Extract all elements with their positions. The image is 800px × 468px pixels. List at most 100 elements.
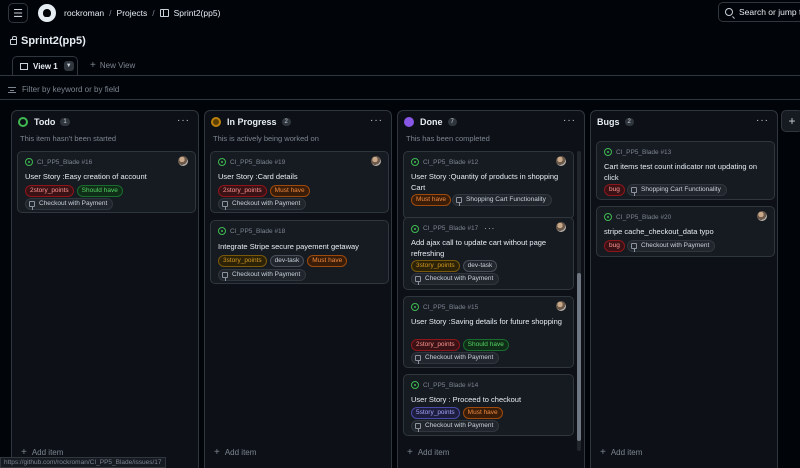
avatar[interactable]: [556, 301, 566, 311]
milestone-badge[interactable]: Checkout with Payment: [627, 240, 716, 252]
column-count: 2: [624, 118, 634, 126]
label-badge[interactable]: Should have: [76, 185, 123, 197]
card-labels: 3story_points dev-task Must have: [218, 255, 348, 267]
add-item-label: Add item: [417, 448, 450, 457]
card-labels: 2story_points Should have: [25, 185, 123, 197]
avatar[interactable]: [757, 211, 767, 221]
card-title[interactable]: User Story :Quantity of products in shop…: [411, 172, 559, 192]
column-title: Done: [420, 117, 443, 127]
label-badge[interactable]: dev-task: [462, 260, 498, 272]
card-title[interactable]: User Story :Card details: [218, 172, 298, 181]
menu-icon[interactable]: ☰: [8, 3, 28, 23]
label-badge[interactable]: 2story_points: [411, 339, 460, 351]
card-id[interactable]: CI_PP5_Blade #12: [411, 158, 478, 166]
card-id[interactable]: CI_PP5_Blade #17 ···: [411, 224, 495, 233]
issue-card[interactable]: CI_PP5_Blade #13 Cart items test count i…: [596, 141, 775, 200]
project-title: Sprint2(pp5): [21, 35, 86, 47]
milestone-badge[interactable]: Checkout with Payment: [25, 198, 114, 210]
scrollbar-thumb[interactable]: [577, 273, 581, 441]
column-count: 1: [60, 118, 70, 126]
label-badge[interactable]: Must have: [269, 185, 310, 197]
breadcrumb: rockroman / Projects / Sprint2(pp5): [64, 8, 220, 18]
card-id[interactable]: CI_PP5_Blade #15: [411, 303, 478, 311]
label-badge[interactable]: 5story_points: [411, 407, 460, 419]
breadcrumb-project[interactable]: Sprint2(pp5): [173, 8, 221, 18]
search-input[interactable]: Search or jump to: [718, 2, 800, 22]
add-item-button[interactable]: + Add item: [21, 447, 63, 458]
label-badge[interactable]: Must have: [462, 407, 503, 419]
avatar[interactable]: [556, 222, 566, 232]
issue-card[interactable]: CI_PP5_Blade #12 User Story :Quantity of…: [403, 151, 574, 219]
add-column-button[interactable]: +: [781, 110, 800, 132]
column-menu-icon[interactable]: ···: [563, 115, 576, 126]
card-id[interactable]: CI_PP5_Blade #20: [604, 213, 671, 221]
issue-open-icon: [411, 158, 419, 166]
label-badge[interactable]: 2story_points: [25, 185, 74, 197]
chevron-down-icon[interactable]: ▼: [63, 61, 74, 71]
plus-icon: +: [407, 447, 413, 458]
label-badge[interactable]: 2story_points: [218, 185, 267, 197]
label-badge[interactable]: Must have: [307, 255, 348, 267]
avatar[interactable]: [556, 156, 566, 166]
milestone-badge[interactable]: Checkout with Payment: [218, 198, 307, 210]
add-item-button[interactable]: + Add item: [407, 447, 449, 458]
milestone-badge[interactable]: Checkout with Payment: [218, 269, 307, 281]
milestone-badge[interactable]: Checkout with Payment: [411, 352, 500, 364]
column-menu-icon[interactable]: ···: [370, 115, 383, 126]
card-title[interactable]: stripe cache_checkout_data typo: [604, 227, 714, 236]
milestone-badge[interactable]: Shopping Cart Functionality: [627, 184, 727, 196]
card-id[interactable]: CI_PP5_Blade #19: [218, 158, 285, 166]
card-id[interactable]: CI_PP5_Blade #14: [411, 381, 478, 389]
milestone-badge[interactable]: Checkout with Payment: [411, 420, 500, 432]
issue-card[interactable]: CI_PP5_Blade #20 stripe cache_checkout_d…: [596, 206, 775, 257]
tab-view-1[interactable]: View 1 ▼: [12, 56, 78, 75]
label-badge[interactable]: dev-task: [269, 255, 305, 267]
issue-card[interactable]: CI_PP5_Blade #18 Integrate Stripe secure…: [210, 220, 389, 284]
github-logo-icon[interactable]: [38, 4, 56, 22]
label-badge[interactable]: Must have: [411, 194, 451, 206]
card-id-text: CI_PP5_Blade #14: [423, 381, 479, 389]
label-badge[interactable]: Should have: [462, 339, 509, 351]
milestone-badge[interactable]: Shopping Cart Functionality: [452, 194, 552, 206]
breadcrumb-owner[interactable]: rockroman: [64, 8, 105, 18]
column-scrollbar[interactable]: [577, 151, 581, 451]
card-id-text: CI_PP5_Blade #12: [423, 158, 479, 166]
card-title[interactable]: User Story : Proceed to checkout: [411, 395, 522, 404]
label-badge[interactable]: 3story_points: [411, 260, 460, 272]
new-view-button[interactable]: + New View: [90, 60, 135, 71]
milestone-icon: [631, 187, 637, 196]
column-menu-icon[interactable]: ···: [756, 115, 769, 126]
issue-card[interactable]: CI_PP5_Blade #17 ··· Add ajax call to upd…: [403, 217, 574, 290]
card-labels: Must have: [411, 194, 451, 206]
card-title[interactable]: Integrate Stripe secure payement getaway: [218, 242, 359, 251]
plus-icon: +: [600, 447, 606, 458]
label-badge[interactable]: 3story_points: [218, 255, 267, 267]
label-badge[interactable]: bug: [604, 240, 625, 252]
column-title: In Progress: [227, 117, 277, 127]
card-id[interactable]: CI_PP5_Blade #16: [25, 158, 92, 166]
breadcrumb-projects[interactable]: Projects: [116, 8, 148, 18]
issue-card[interactable]: CI_PP5_Blade #19 User Story :Card detail…: [210, 151, 389, 213]
add-item-button[interactable]: + Add item: [600, 447, 642, 458]
column-header: Done 7: [404, 117, 457, 127]
card-id[interactable]: CI_PP5_Blade #13: [604, 148, 671, 156]
filter-input[interactable]: Filter by keyword or by field: [0, 80, 800, 100]
card-title[interactable]: User Story :Easy creation of account: [25, 172, 147, 181]
issue-card[interactable]: CI_PP5_Blade #14 User Story : Proceed to…: [403, 374, 574, 436]
add-item-button[interactable]: + Add item: [214, 447, 256, 458]
issue-open-icon: [25, 158, 33, 166]
column-done: Done 7 ··· This has been completed CI_PP…: [397, 110, 585, 468]
card-id[interactable]: CI_PP5_Blade #18: [218, 227, 285, 235]
card-title[interactable]: Cart items test count indicator not upda…: [604, 162, 758, 182]
card-title[interactable]: User Story :Saving details for future sh…: [411, 317, 562, 326]
issue-open-icon: [411, 224, 419, 233]
avatar[interactable]: [371, 156, 381, 166]
card-menu-icon[interactable]: ···: [484, 224, 496, 233]
card-title[interactable]: Add ajax call to update cart without pag…: [411, 238, 547, 258]
label-badge[interactable]: bug: [604, 184, 625, 196]
milestone-badge[interactable]: Checkout with Payment: [411, 273, 500, 285]
avatar[interactable]: [178, 156, 188, 166]
column-menu-icon[interactable]: ···: [177, 115, 190, 126]
issue-card[interactable]: CI_PP5_Blade #16 User Story :Easy creati…: [17, 151, 196, 213]
issue-card[interactable]: CI_PP5_Blade #15 User Story :Saving deta…: [403, 296, 574, 368]
